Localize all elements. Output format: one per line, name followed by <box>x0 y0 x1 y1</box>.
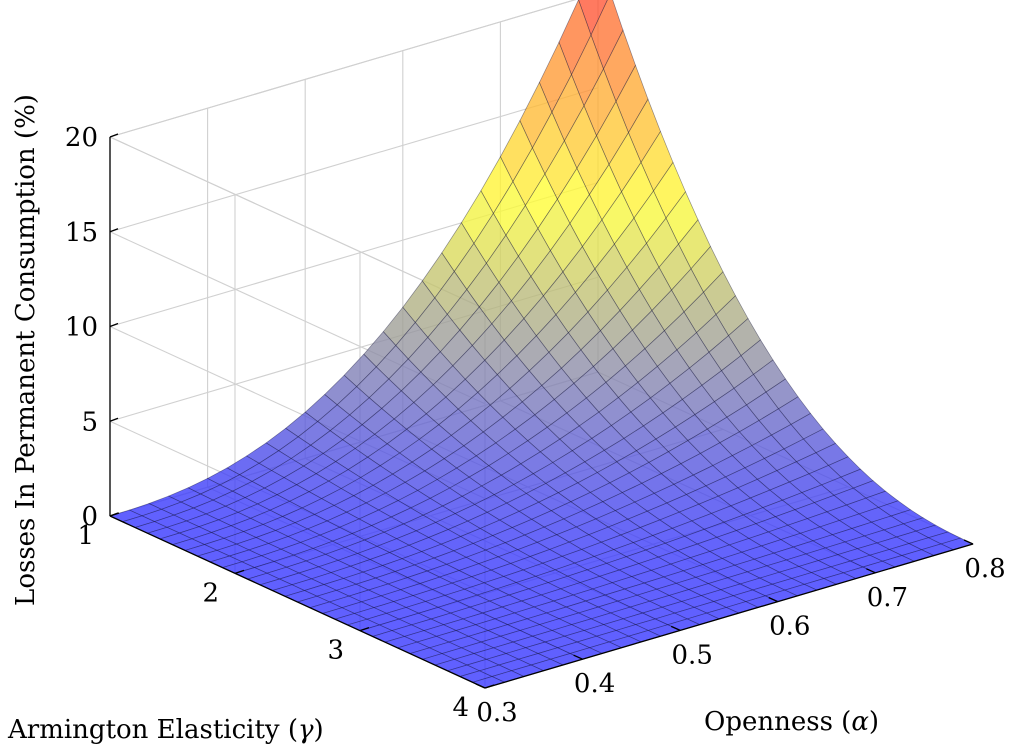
z-tick <box>109 228 119 233</box>
x-tick <box>475 683 486 689</box>
x-axis-title-close: ) <box>869 707 879 737</box>
x-tick-label: 0.6 <box>769 612 810 642</box>
x-tick-label: 0.8 <box>964 554 1005 584</box>
x-axis-title-symbol: α <box>851 707 869 737</box>
x-axis-title-text: Openness ( <box>704 707 851 737</box>
x-tick <box>866 568 876 574</box>
z-tick <box>109 322 119 328</box>
grid-line <box>109 87 599 233</box>
y-tick <box>234 569 245 574</box>
y-tick-label: 1 <box>77 521 94 551</box>
x-tick-label: 0.7 <box>867 583 908 613</box>
z-tick-label: 10 <box>65 313 98 343</box>
y-tick <box>484 684 495 689</box>
y-tick-label: 4 <box>452 693 469 723</box>
y-axis-title: Armington Elasticity (γ) <box>7 715 324 745</box>
z-tick <box>109 417 119 422</box>
z-tick-label: 15 <box>65 218 98 248</box>
z-axis-title: Losses In Permanent Consumption (%) <box>11 94 41 606</box>
label-layer: 0 5 10 15 20 1 2 3 4 0.3 0.4 0.5 0.6 0.7 0.8 <box>65 123 1006 728</box>
z-tick-label: 20 <box>65 123 98 153</box>
surface-layer <box>109 0 974 689</box>
z-tick-label: 5 <box>81 407 98 437</box>
z-tick-label: 0 <box>81 502 98 532</box>
y-axis-title-text: Armington Elasticity ( <box>7 715 298 745</box>
y-tick <box>109 512 120 517</box>
x-tick-label: 0.5 <box>672 640 713 670</box>
z-tick <box>109 133 119 138</box>
y-tick <box>359 627 370 632</box>
x-tick <box>768 597 779 603</box>
x-tick <box>963 539 974 545</box>
x-tick-label: 0.3 <box>476 698 517 728</box>
x-tick-label: 0.4 <box>574 669 615 699</box>
y-axis-title-close: ) <box>314 715 324 745</box>
box-edge <box>109 136 486 310</box>
y-axis-line <box>109 515 486 689</box>
x-tick <box>670 625 681 631</box>
x-axis-title: Openness (α) <box>704 707 879 737</box>
y-axis-title-symbol: γ <box>298 715 314 745</box>
y-tick-label: 3 <box>327 636 344 666</box>
y-tick-label: 2 <box>202 578 219 608</box>
x-tick <box>573 654 583 660</box>
box-edge <box>109 0 577 138</box>
axis-layer <box>109 133 974 689</box>
x-axis-line <box>484 543 974 689</box>
